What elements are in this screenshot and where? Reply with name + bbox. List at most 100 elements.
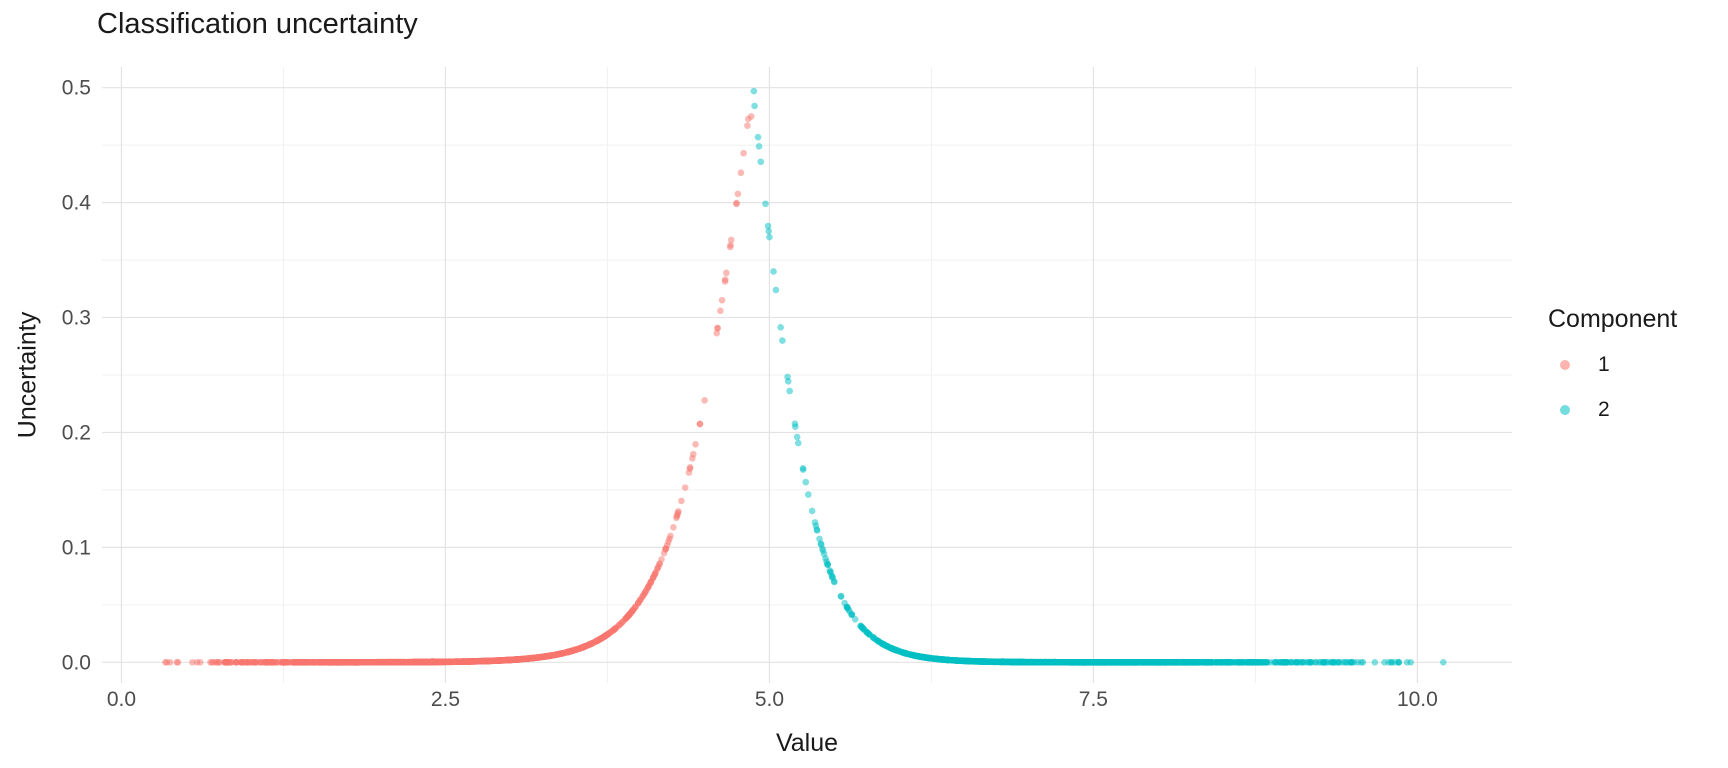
data-point xyxy=(1323,659,1330,666)
data-point xyxy=(1237,659,1245,666)
x-tick-label: 2.5 xyxy=(431,688,460,711)
data-point xyxy=(813,526,821,533)
y-tick-label: 0.0 xyxy=(62,651,91,674)
data-point xyxy=(1294,659,1302,666)
data-point xyxy=(1258,659,1266,666)
data-point xyxy=(827,569,834,576)
data-point xyxy=(636,596,644,604)
data-point xyxy=(764,222,772,230)
data-point xyxy=(369,658,377,666)
x-tick-label: 7.5 xyxy=(1079,688,1108,711)
data-point xyxy=(532,654,540,662)
data-point xyxy=(770,268,777,275)
data-point xyxy=(163,659,171,666)
data-point xyxy=(843,603,851,611)
data-point xyxy=(772,286,780,294)
data-point xyxy=(751,102,758,110)
data-point xyxy=(958,657,965,665)
data-point xyxy=(824,561,832,568)
data-point xyxy=(744,122,751,129)
y-tick-label: 0.3 xyxy=(62,307,91,330)
data-point xyxy=(1089,658,1097,666)
data-point xyxy=(755,142,763,150)
data-point xyxy=(610,626,618,634)
data-point xyxy=(681,484,689,491)
data-point xyxy=(1080,658,1087,666)
data-point xyxy=(1395,659,1402,666)
data-point xyxy=(1023,658,1031,666)
data-point xyxy=(494,657,501,664)
data-point xyxy=(1112,659,1120,666)
data-point xyxy=(765,227,772,235)
data-point xyxy=(1231,659,1238,666)
data-point xyxy=(377,659,384,666)
data-point xyxy=(848,611,856,619)
data-point xyxy=(1075,658,1083,666)
data-point xyxy=(1155,659,1163,666)
data-point xyxy=(619,618,627,625)
data-point xyxy=(816,535,823,543)
data-point xyxy=(264,659,271,666)
data-point xyxy=(934,655,942,663)
data-point xyxy=(793,433,801,441)
data-point xyxy=(347,658,355,666)
data-point xyxy=(1359,659,1367,666)
data-point xyxy=(799,465,807,472)
data-point xyxy=(678,497,685,505)
y-tick-label: 0.1 xyxy=(62,536,91,559)
data-point xyxy=(1010,658,1017,666)
data-point xyxy=(915,653,922,660)
data-point xyxy=(779,337,786,344)
data-point xyxy=(713,329,721,337)
y-axis-title: Uncertainty xyxy=(13,311,42,439)
data-point xyxy=(667,532,674,540)
data-point xyxy=(1128,659,1136,666)
data-point xyxy=(1201,659,1208,666)
data-point xyxy=(1277,659,1285,666)
data-point xyxy=(1388,659,1395,666)
data-point xyxy=(488,657,495,665)
data-point xyxy=(794,439,802,447)
data-point xyxy=(472,658,480,665)
data-point xyxy=(586,640,594,648)
data-point xyxy=(353,658,360,666)
data-point xyxy=(858,624,866,631)
data-point xyxy=(721,276,729,283)
data-point xyxy=(173,659,181,666)
data-point xyxy=(1334,659,1342,666)
data-point xyxy=(391,658,399,666)
data-point xyxy=(248,659,255,666)
data-point xyxy=(1070,658,1077,666)
data-point xyxy=(999,657,1006,665)
data-point xyxy=(557,650,564,658)
data-point xyxy=(869,633,877,641)
data-point xyxy=(625,611,633,619)
data-point xyxy=(1287,659,1294,666)
data-point xyxy=(644,583,652,591)
data-point xyxy=(386,658,393,666)
data-point xyxy=(1098,658,1105,666)
data-point xyxy=(757,158,765,166)
component-1-point-icon xyxy=(1560,360,1570,370)
data-point xyxy=(1050,658,1058,666)
legend-entry-label: 1 xyxy=(1598,353,1610,376)
data-point xyxy=(1226,659,1234,666)
data-point xyxy=(233,659,241,666)
data-point xyxy=(714,324,721,332)
data-point xyxy=(924,654,931,662)
legend-entry-component-2: 2 xyxy=(1548,393,1677,427)
data-point xyxy=(777,324,784,331)
data-point xyxy=(723,269,730,277)
data-point xyxy=(1146,659,1154,666)
data-point xyxy=(992,658,1000,666)
data-point xyxy=(737,169,745,177)
data-point xyxy=(301,659,309,666)
data-point xyxy=(564,648,572,656)
data-point xyxy=(466,658,474,665)
data-point xyxy=(686,463,694,471)
data-point xyxy=(1371,659,1379,666)
data-point xyxy=(543,652,551,660)
data-point xyxy=(1381,659,1388,666)
data-point xyxy=(717,307,724,315)
